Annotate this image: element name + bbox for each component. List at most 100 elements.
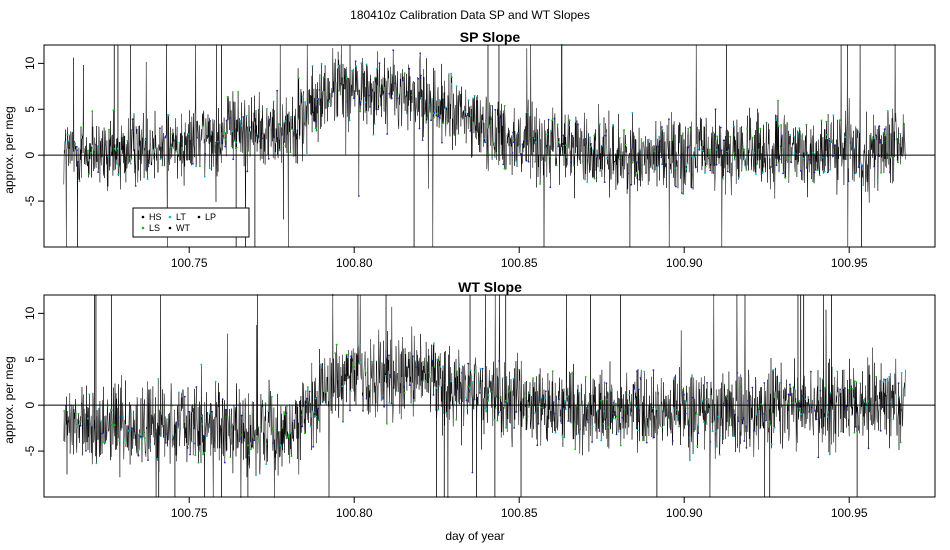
slope-marker bbox=[388, 402, 391, 404]
slope-marker bbox=[886, 151, 888, 153]
slope-marker bbox=[210, 133, 213, 136]
slope-marker bbox=[681, 192, 683, 194]
slope-marker bbox=[189, 453, 192, 456]
slope-marker bbox=[883, 128, 886, 131]
slope-marker bbox=[457, 132, 460, 135]
slope-marker bbox=[778, 158, 781, 161]
slope-marker bbox=[623, 129, 625, 132]
slope-marker bbox=[561, 434, 564, 437]
slope-marker bbox=[600, 399, 603, 402]
slope-marker bbox=[216, 140, 219, 143]
slope-marker bbox=[725, 150, 728, 153]
slope-marker bbox=[567, 420, 570, 422]
slope-marker bbox=[899, 132, 902, 135]
slope-marker bbox=[689, 126, 692, 129]
slope-marker bbox=[436, 112, 439, 115]
slope-marker bbox=[195, 403, 197, 405]
slope-marker bbox=[119, 416, 122, 419]
slope-marker bbox=[337, 64, 340, 67]
slope-marker bbox=[738, 385, 741, 388]
slope-marker bbox=[741, 419, 744, 421]
slope-marker bbox=[614, 417, 617, 420]
slope-marker bbox=[703, 421, 705, 423]
slope-marker bbox=[826, 416, 829, 418]
slope-marker bbox=[665, 414, 668, 417]
slope-marker bbox=[646, 425, 649, 428]
slope-marker bbox=[175, 421, 178, 424]
slope-marker bbox=[348, 119, 351, 122]
slope-marker bbox=[762, 413, 764, 415]
slope-marker bbox=[792, 386, 795, 388]
slope-marker bbox=[63, 410, 66, 412]
slope-marker bbox=[882, 381, 885, 383]
slope-marker bbox=[458, 363, 460, 366]
slope-marker bbox=[373, 123, 376, 125]
slope-marker bbox=[455, 85, 458, 87]
slope-marker bbox=[773, 426, 776, 429]
slope-marker bbox=[80, 126, 82, 129]
slope-marker bbox=[797, 131, 800, 134]
legend-marker-wt bbox=[168, 226, 172, 230]
slope-marker bbox=[456, 370, 458, 373]
slope-marker bbox=[467, 362, 470, 365]
slope-marker bbox=[142, 431, 145, 434]
slope-marker bbox=[239, 119, 242, 122]
slope-marker bbox=[551, 370, 554, 372]
slope-marker bbox=[487, 153, 490, 156]
slope-marker bbox=[237, 91, 240, 93]
slope-marker bbox=[247, 444, 249, 447]
slope-marker bbox=[342, 420, 344, 423]
slope-marker bbox=[488, 124, 491, 127]
slope-marker bbox=[304, 390, 307, 392]
slope-marker bbox=[200, 363, 203, 366]
slope-marker bbox=[775, 164, 778, 167]
slope-marker bbox=[496, 419, 499, 422]
slope-marker bbox=[720, 149, 723, 152]
slope-marker bbox=[684, 412, 687, 415]
slope-marker bbox=[655, 408, 658, 411]
slope-marker bbox=[473, 398, 476, 401]
slope-marker bbox=[284, 120, 286, 122]
slope-marker bbox=[867, 400, 869, 403]
slope-marker bbox=[798, 407, 801, 410]
slope-marker bbox=[562, 144, 565, 147]
slope-marker bbox=[704, 172, 706, 174]
slope-marker bbox=[859, 382, 862, 385]
slope-marker bbox=[726, 170, 729, 173]
slope-marker bbox=[397, 390, 400, 393]
slope-marker bbox=[715, 140, 717, 143]
slope-marker bbox=[744, 164, 746, 167]
slope-marker bbox=[615, 433, 618, 436]
slope-marker bbox=[188, 410, 191, 413]
slope-marker bbox=[353, 97, 355, 99]
slope-marker bbox=[628, 394, 631, 396]
slope-marker bbox=[512, 377, 515, 380]
slope-marker bbox=[81, 134, 84, 137]
slope-marker bbox=[422, 380, 425, 382]
slope-marker bbox=[876, 179, 879, 181]
slope-marker bbox=[369, 106, 371, 108]
slope-marker bbox=[638, 409, 640, 412]
slope-marker bbox=[678, 425, 680, 428]
slope-marker bbox=[181, 146, 183, 149]
y-tick-label: 10 bbox=[23, 56, 37, 70]
slope-marker bbox=[633, 387, 636, 390]
slope-marker bbox=[585, 418, 588, 421]
slope-marker bbox=[276, 89, 278, 92]
x-tick-label: 100.95 bbox=[831, 256, 868, 270]
slope-marker bbox=[857, 166, 860, 169]
slope-marker bbox=[137, 454, 140, 457]
slope-marker bbox=[518, 145, 521, 148]
slope-marker bbox=[657, 146, 659, 148]
slope-marker bbox=[197, 461, 200, 464]
slope-marker bbox=[311, 65, 314, 67]
slope-marker bbox=[651, 407, 654, 410]
slope-marker bbox=[411, 355, 414, 358]
slope-marker bbox=[834, 144, 836, 147]
slope-marker bbox=[691, 155, 693, 158]
slope-marker bbox=[289, 432, 292, 434]
slope-marker bbox=[442, 122, 445, 124]
slope-marker bbox=[512, 141, 515, 144]
y-tick-label: 5 bbox=[23, 106, 37, 113]
slope-marker bbox=[564, 399, 566, 402]
